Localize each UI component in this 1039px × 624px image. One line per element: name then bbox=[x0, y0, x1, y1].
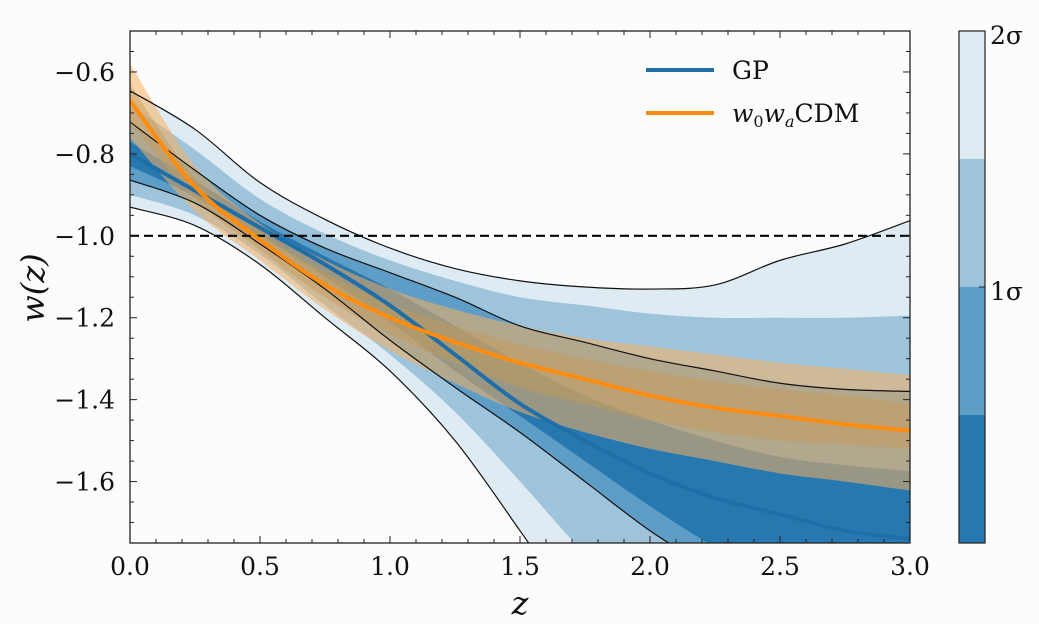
w0wacdm-mean-line bbox=[130, 99, 910, 433]
y-tick-label: −0.8 bbox=[54, 140, 115, 169]
bands-layer bbox=[130, 63, 910, 543]
y-tick-label: −1.4 bbox=[54, 386, 115, 415]
gp-contour-upper-2sigma bbox=[130, 90, 910, 290]
legend-gp-label: GP bbox=[732, 56, 769, 85]
colorbar-segment bbox=[959, 159, 985, 287]
x-tick-label: 2.0 bbox=[630, 552, 670, 581]
axes-frame bbox=[129, 30, 911, 544]
x-tick-label: 0.5 bbox=[240, 552, 280, 581]
gp-contour-upper-1sigma bbox=[130, 121, 910, 393]
gp-contour-lower-1sigma bbox=[130, 179, 670, 543]
gp-contour-lower-2sigma bbox=[130, 206, 530, 543]
ticks-layer bbox=[129, 30, 911, 544]
legend-w0wacdm-label: w0waCDM bbox=[732, 99, 859, 131]
colorbar-segment bbox=[959, 415, 985, 543]
colorbar-segment bbox=[959, 31, 985, 159]
y-tick-label: −0.6 bbox=[54, 58, 115, 87]
y-tick-label: −1.0 bbox=[54, 222, 115, 251]
lines-layer bbox=[130, 90, 910, 543]
y-tick-label: −1.6 bbox=[54, 468, 115, 497]
w0wacdm-band-2sigma bbox=[130, 63, 910, 491]
gp-median-line bbox=[130, 152, 910, 541]
colorbar-label-1sigma: 1σ bbox=[990, 277, 1023, 306]
y-tick-label: −1.2 bbox=[54, 304, 115, 333]
colorbar bbox=[958, 30, 986, 544]
tick-labels: 0.0 0.5 1.0 1.5 2.0 2.5 3.0 −1.6 −1.4 −1.2 −1.0 −0.… bbox=[54, 58, 930, 581]
w0wacdm-band-1sigma bbox=[130, 84, 910, 449]
x-axis-label: z bbox=[511, 584, 530, 622]
x-tick-label: 1.5 bbox=[500, 552, 540, 581]
legend: GP w0waCDM bbox=[646, 56, 859, 131]
x-tick-label: 0.0 bbox=[110, 552, 150, 581]
x-tick-label: 2.5 bbox=[760, 552, 800, 581]
y-axis-label: w(z) bbox=[14, 253, 52, 322]
colorbar-label-2sigma: 2σ bbox=[990, 21, 1023, 50]
x-tick-label: 1.0 bbox=[370, 552, 410, 581]
colorbar-segment bbox=[959, 287, 985, 415]
x-tick-label: 3.0 bbox=[890, 552, 930, 581]
